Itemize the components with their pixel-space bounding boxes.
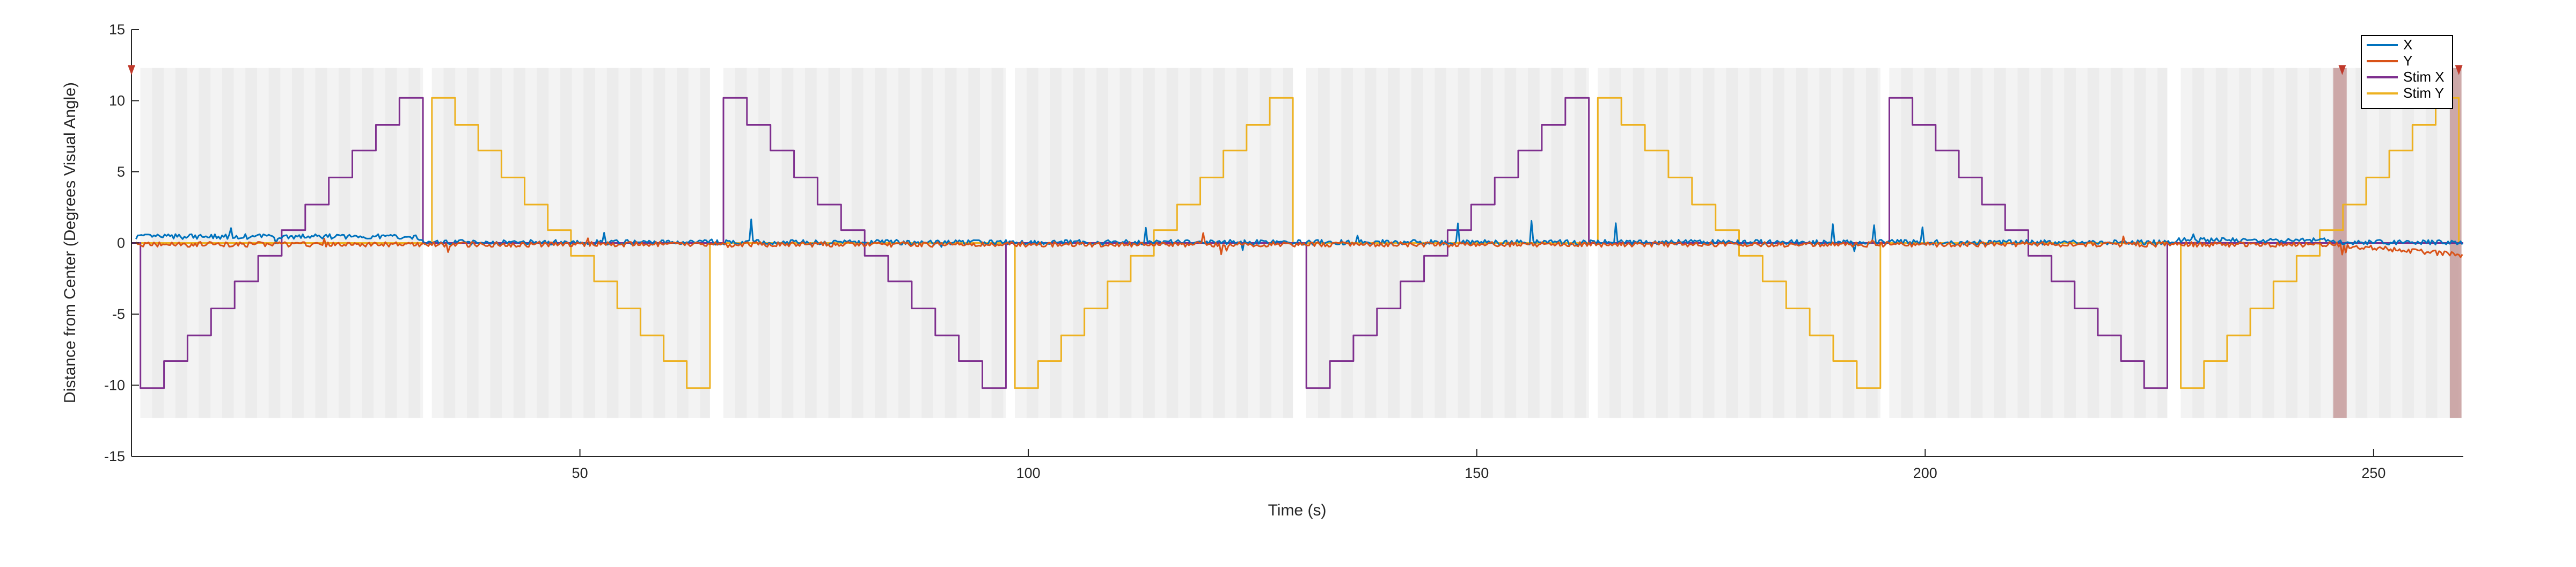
y-tick-label: -10 <box>104 377 125 394</box>
series-lines <box>131 97 2463 389</box>
y-tick-label: 5 <box>117 164 125 180</box>
legend-box <box>2361 35 2453 109</box>
y-tick-label: -5 <box>112 306 125 322</box>
axis-ticks: 50 100 150 200 250 -15 -10 -5 0 5 10 15 <box>104 21 2385 481</box>
x-tick-label: 200 <box>1913 465 1937 481</box>
y-tick-label: 0 <box>117 235 125 251</box>
x-tick-label: 50 <box>572 465 588 481</box>
event-marker <box>128 65 135 75</box>
event-marker <box>2338 65 2346 75</box>
y-tick-label: 15 <box>109 21 125 38</box>
x-tick-label: 150 <box>1465 465 1489 481</box>
legend-label: X <box>2403 37 2412 53</box>
legend-label: Stim X <box>2403 69 2445 85</box>
legend-label: Y <box>2403 53 2412 69</box>
x-tick-label: 100 <box>1016 465 1041 481</box>
legend-label: Stim Y <box>2403 85 2444 101</box>
x-tick-label: 250 <box>2361 465 2385 481</box>
y-tick-label: 10 <box>109 93 125 109</box>
x-axis-label: Time (s) <box>1268 501 1327 519</box>
series-line-x <box>135 219 2463 252</box>
event-marker <box>2455 65 2463 75</box>
event-markers <box>128 65 2463 75</box>
y-axis-label: Distance from Center (Degrees Visual Ang… <box>61 82 79 403</box>
y-tick-label: -15 <box>104 448 125 464</box>
series-line-y <box>135 232 2463 258</box>
